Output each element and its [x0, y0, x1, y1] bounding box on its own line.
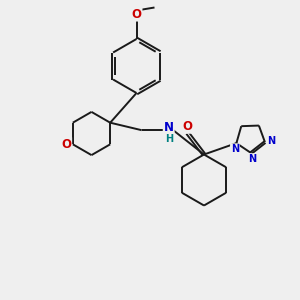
- Text: N: N: [164, 121, 174, 134]
- Text: O: O: [131, 8, 142, 21]
- Text: H: H: [166, 134, 174, 144]
- Text: O: O: [61, 138, 71, 151]
- Text: N: N: [231, 144, 239, 154]
- Text: N: N: [268, 136, 276, 146]
- Text: O: O: [182, 120, 192, 133]
- Text: N: N: [248, 154, 256, 164]
